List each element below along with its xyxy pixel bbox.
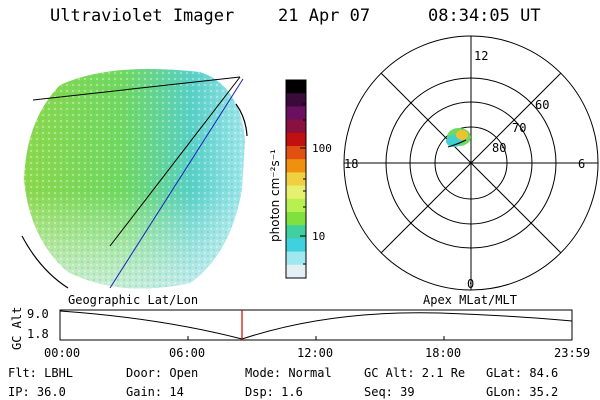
colorbar-band — [286, 172, 306, 187]
colorbar-band — [286, 264, 306, 279]
timeline-x-tick-1200: 12:00 — [297, 346, 333, 360]
timeline-x-tick-2359: 23:59 — [554, 346, 590, 360]
flt-info: Flt: LBHL — [8, 366, 74, 380]
lat-label-60: 60 — [535, 98, 549, 112]
glon-info: GLon: 35.2 — [486, 385, 559, 399]
colorbar-band — [286, 159, 306, 173]
timeline-y-tick-1-8: 1.8 — [27, 327, 49, 341]
timeline-frame — [59, 309, 573, 341]
lat-label-80: 80 — [492, 141, 506, 155]
dsp-info: Dsp: 1.6 — [245, 385, 303, 399]
timeline-y-axis-title: GC Alt — [10, 307, 24, 350]
ip-info: IP: 36.0 — [8, 385, 66, 399]
colorbar-band — [286, 185, 306, 200]
colorbar-band — [286, 93, 306, 107]
time-label: 08:34:05 UT — [428, 6, 541, 26]
terminator-line-1 — [32, 76, 241, 101]
gain-info: Gain: 14 — [126, 385, 184, 399]
date-label: 21 Apr 07 — [278, 6, 371, 26]
colorbar-band — [286, 238, 306, 253]
colorbar-band — [286, 146, 306, 160]
colorbar-band — [286, 212, 306, 226]
timeline-x-tick-0600: 06:00 — [169, 346, 205, 360]
colorbar-tick-100: 100 — [312, 142, 332, 155]
mlt-label-6: 6 — [578, 157, 585, 171]
timeline-x-ticks — [59, 336, 573, 340]
colorbar-unit-label: photon cm⁻²s⁻¹ — [268, 149, 282, 242]
disk-limb-arc-right — [235, 103, 248, 137]
disk-limb-arc-left — [21, 235, 69, 289]
orbit-track-line — [109, 78, 244, 289]
colorbar-band — [286, 251, 306, 266]
timeline-right-label: Apex MLat/MLT — [423, 293, 517, 307]
mlt-label-18: 18 — [344, 157, 358, 171]
seq-info: Seq: 39 — [364, 385, 415, 399]
app-title: Ultraviolet Imager — [50, 6, 235, 26]
timeline-x-tick-0000: 00:00 — [44, 346, 80, 360]
timeline-x-tick-1800: 18:00 — [425, 346, 461, 360]
polar-plot — [343, 35, 599, 291]
colorbar-band — [286, 119, 306, 134]
uv-disk-image — [24, 68, 245, 289]
mlt-label-0: 0 — [467, 277, 474, 291]
lat-label-70: 70 — [512, 121, 526, 135]
timeline-left-label: Geographic Lat/Lon — [68, 293, 198, 307]
terminator-line-2 — [109, 76, 241, 247]
colorbar-band — [286, 225, 306, 239]
timeline-y-tick-9: 9.0 — [27, 307, 49, 321]
glat-info: GLat: 84.6 — [486, 366, 559, 380]
colorbar-band — [286, 106, 306, 121]
colorbar-band — [286, 132, 306, 147]
door-info: Door: Open — [126, 366, 199, 380]
mode-info: Mode: Normal — [245, 366, 332, 380]
altitude-curve — [59, 310, 573, 340]
colorbar-tick-10: 10 — [312, 230, 325, 243]
auroral-emission-blob — [446, 128, 471, 147]
gc-alt-info: GC Alt: 2.1 Re — [364, 366, 466, 380]
colorbar-band — [286, 80, 306, 94]
colorbar — [286, 80, 306, 279]
colorbar-band — [286, 198, 306, 213]
colorbar-frame — [285, 79, 307, 279]
polar-track-line — [447, 139, 467, 148]
mlt-label-12: 12 — [474, 49, 488, 63]
